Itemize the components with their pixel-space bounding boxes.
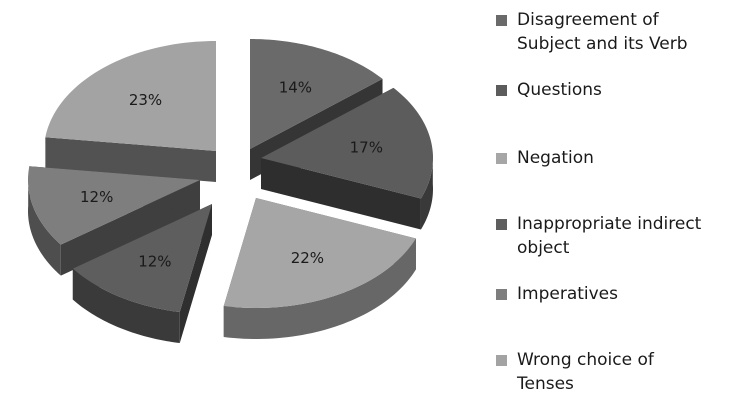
legend-label-line: Wrong choice of [517, 350, 654, 370]
pie-slice-top [250, 39, 383, 149]
legend-label-line: Questions [517, 80, 602, 100]
pie-value-label: 23% [129, 91, 162, 109]
pie-slice-rim [72, 268, 180, 344]
pie-slice-rim [223, 238, 416, 339]
legend-label-line: Imperatives [517, 284, 618, 304]
pie-slice-top [72, 204, 212, 313]
legend-label-line: Tenses [517, 374, 574, 394]
pie-slice-rim [420, 152, 433, 230]
legend-swatch [496, 355, 507, 366]
pie-slice-6 [45, 41, 217, 182]
legend-label-line: object [517, 238, 570, 258]
pie-value-label: 22% [291, 249, 324, 267]
legend-swatch [496, 289, 507, 300]
legend-swatch [496, 15, 507, 26]
pie-slices [28, 39, 433, 344]
legend-label: Imperatives [517, 282, 732, 306]
pie-value-label: 14% [279, 78, 312, 96]
pie-slice-3 [223, 198, 416, 339]
pie-slice-top [45, 41, 217, 151]
legend-label-line: Negation [517, 148, 594, 168]
pie-slice-top [28, 166, 200, 245]
legend-label: Disagreement of Subject and its Verb [517, 8, 732, 56]
pie-slice-wall [45, 137, 217, 182]
legend-swatch [496, 219, 507, 230]
legend-label-line: Disagreement of [517, 10, 659, 30]
legend-label: Wrong choice of Tenses [517, 348, 732, 396]
pie-slice-2 [261, 87, 433, 230]
pie-slice-top [223, 198, 416, 308]
pie-slice-rim [28, 174, 61, 276]
legend-label: Questions [517, 78, 732, 102]
legend-swatch [496, 153, 507, 164]
pie-value-label: 12% [80, 188, 113, 206]
legend-label-line: Subject and its Verb [517, 34, 688, 54]
legend-label: Negation [517, 146, 732, 170]
pie-slice-5 [28, 166, 200, 276]
pie-slice-4 [72, 204, 212, 344]
pie-slice-top [261, 87, 433, 199]
legend-swatch [496, 85, 507, 96]
pie-value-label: 12% [138, 253, 171, 271]
legend-label: Inappropriate indirect object [517, 212, 732, 260]
pie-slice-wall [179, 204, 212, 344]
pie-value-labels: 14% 17% 22% 12% 12% 23% [80, 78, 383, 270]
pie-value-label: 17% [350, 138, 383, 156]
pie-slice-wall [261, 158, 421, 230]
legend-label-line: Inappropriate indirect [517, 214, 702, 234]
